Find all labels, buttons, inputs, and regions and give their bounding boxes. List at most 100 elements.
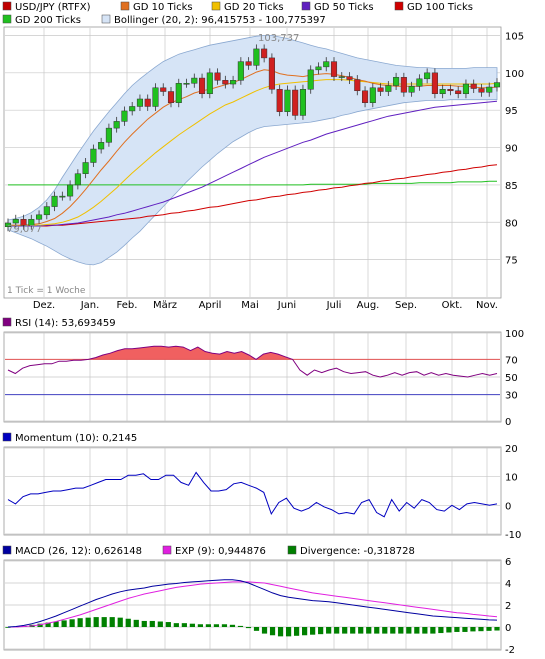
candle-body <box>167 91 175 103</box>
candle <box>462 79 469 99</box>
exp-legend-swatch <box>162 545 172 555</box>
candle-body <box>408 86 415 93</box>
macd-line <box>7 579 498 628</box>
price-xtick-1: Jan. <box>80 300 100 311</box>
momentum-line <box>7 471 498 518</box>
candle-body <box>152 87 159 107</box>
candle <box>470 79 477 94</box>
candle-body <box>222 80 229 85</box>
momentum-panel-frame <box>3 446 502 536</box>
rsi-ytick-2: 50 <box>505 373 518 384</box>
candle <box>113 116 120 133</box>
divergence-legend-swatch <box>287 545 297 555</box>
candle-body <box>439 89 446 95</box>
candle <box>129 101 136 116</box>
candle-body <box>478 88 485 93</box>
candle-body <box>90 148 97 163</box>
divergence-bar <box>149 620 155 627</box>
divergence-bar <box>237 625 244 627</box>
macd-ytick-3: 4 <box>505 579 511 590</box>
price-xtick-7: Juli <box>326 300 342 311</box>
candle <box>431 68 438 99</box>
legend-label-gd50: GD 50 Ticks <box>314 2 374 13</box>
divergence-bar <box>285 627 292 637</box>
divergence-bar <box>398 627 404 634</box>
divergence-bar <box>45 622 51 627</box>
candle-body <box>51 195 58 207</box>
candle <box>206 68 213 99</box>
divergence-bar <box>53 621 59 627</box>
divergence-bars <box>5 617 500 637</box>
candle-body <box>129 106 136 112</box>
candle-body <box>284 89 291 112</box>
annotation-high: 103,737 <box>258 33 299 44</box>
candle-body <box>377 87 384 92</box>
rsi-ytick-0: 0 <box>505 417 511 428</box>
candle-body <box>12 219 19 224</box>
legend-label-instrument: USD/JPY (RTFX) <box>15 2 91 13</box>
divergence-bar <box>366 627 372 634</box>
candle <box>222 75 229 89</box>
macd-ytick-2: 2 <box>505 601 511 612</box>
divergence-bar <box>189 623 195 627</box>
candle-body <box>206 72 213 95</box>
candle <box>214 68 221 85</box>
candle <box>36 210 43 224</box>
price-ytick-6: 105 <box>505 31 524 42</box>
divergence-bar <box>93 617 99 627</box>
divergence-bar <box>109 617 115 627</box>
candle <box>43 202 50 220</box>
divergence-bar <box>213 624 220 627</box>
candle-body <box>199 77 206 95</box>
divergence-bar <box>494 627 500 631</box>
candle-body <box>346 76 353 80</box>
candle <box>261 44 268 63</box>
candle <box>439 84 446 99</box>
candle <box>330 57 338 82</box>
candle-body <box>424 72 431 80</box>
candle-body <box>144 98 151 107</box>
candle <box>90 144 97 167</box>
macd-ytick-0: -2 <box>505 645 515 656</box>
divergence-bar <box>221 624 228 627</box>
momentum-ytick-1: 0 <box>505 501 511 512</box>
candle-body <box>455 90 462 95</box>
divergence-bar <box>334 627 340 634</box>
candle-body <box>369 87 376 103</box>
divergence-bar <box>205 624 212 627</box>
divergence-bar <box>61 620 67 627</box>
legend-swatch-bollinger <box>101 14 111 24</box>
candle <box>183 78 190 88</box>
candle-body <box>338 76 345 78</box>
candle-body <box>98 142 105 150</box>
divergence-bar <box>253 627 260 631</box>
legend-swatch-gd100 <box>394 1 404 11</box>
candle <box>191 73 198 88</box>
candle-body <box>74 173 81 186</box>
rsi-label: RSI (14): 53,693459 <box>15 318 116 329</box>
macd-panel: MACD (26, 12): 0,626148 EXP (9): 0,94487… <box>2 545 515 656</box>
candle <box>51 191 58 212</box>
candle-body <box>307 69 314 90</box>
price-ytick-3: 90 <box>505 144 518 155</box>
price-xtick-5: Mai <box>241 300 259 311</box>
candle-body <box>393 77 400 86</box>
divergence-bar <box>197 624 203 627</box>
divergence-bar <box>85 617 91 627</box>
macd-ytick-4: 6 <box>505 557 511 568</box>
candle-body <box>4 222 12 228</box>
divergence-bar <box>157 621 163 627</box>
legend-label-gd20: GD 20 Ticks <box>224 2 284 13</box>
divergence-bar <box>446 627 452 633</box>
candle <box>167 87 175 108</box>
price-panel: 75 80 85 90 95 100 105 Dez. Jan. Feb. März April Ma… <box>3 26 524 311</box>
candle <box>455 86 462 99</box>
candle <box>292 85 299 120</box>
candle <box>82 158 89 179</box>
legend-label-gd200: GD 200 Ticks <box>15 15 81 26</box>
legend-swatch-gd10 <box>120 1 130 11</box>
candle <box>400 72 407 97</box>
candle <box>253 44 260 70</box>
candle <box>105 123 112 147</box>
macd-legend-swatch <box>2 545 12 555</box>
